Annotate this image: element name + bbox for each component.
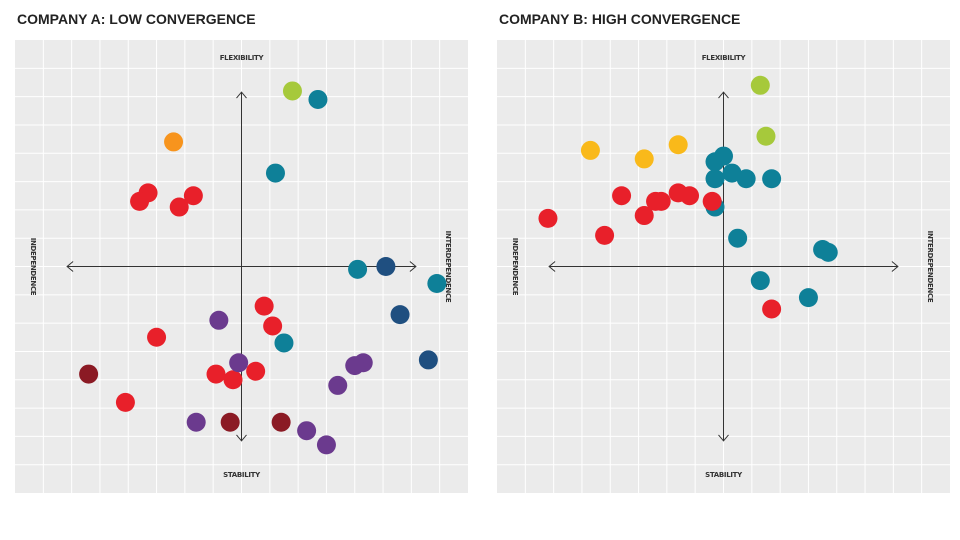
point [223,370,243,390]
point [418,350,438,370]
axis-label: STABILITY [223,471,261,479]
point [220,412,240,432]
point [115,392,135,412]
axis-arrow [718,91,729,99]
axis-label: FLEXIBILITY [702,54,747,62]
axis-arrow [409,261,417,272]
point [348,259,368,279]
point [651,191,671,211]
point [297,421,317,441]
axis-arrow [236,91,247,99]
point [580,140,600,160]
point [79,364,99,384]
axis-arrow [66,261,74,272]
point [680,186,700,206]
axis-label: INTERDEPENDENCE [444,231,452,303]
point [595,225,615,245]
point [263,316,283,336]
point [282,81,302,101]
point [130,191,150,211]
point [271,412,291,432]
point [762,169,782,189]
point [308,89,328,109]
point [345,356,365,376]
axis-arrow [891,261,899,272]
point [265,163,285,183]
point [246,361,266,381]
axis-label: INDEPENDENCE [511,238,519,296]
axis-arrow [236,434,247,442]
point [147,327,167,347]
point [736,169,756,189]
point [714,146,733,166]
axis-arrow [718,434,729,442]
chart-title: COMPANY A: LOW CONVERGENCE [17,11,256,27]
point [169,197,189,217]
point [634,206,654,226]
point [750,75,770,95]
point [612,186,632,206]
point [702,191,722,211]
point [427,273,447,293]
axis-label: STABILITY [705,471,743,479]
point [705,169,725,189]
point [274,333,294,353]
point [634,149,654,169]
point [390,305,410,325]
axis-label: INDEPENDENCE [29,238,37,296]
point [328,375,348,395]
axis-label: INTERDEPENDENCE [926,231,934,303]
point [229,353,249,373]
chart-title: COMPANY B: HIGH CONVERGENCE [499,11,740,27]
point [728,228,748,248]
point [762,299,782,319]
point [183,186,203,206]
point [186,412,206,432]
point [538,208,558,228]
point [756,126,776,146]
point [750,271,770,291]
point [164,132,184,152]
point [818,242,838,262]
axis-arrow [548,261,556,272]
point [798,288,818,308]
point [376,257,396,276]
point [206,364,226,384]
point [668,135,688,155]
axis-label: FLEXIBILITY [220,54,265,62]
point [316,435,336,455]
point [254,296,274,316]
point [209,310,229,330]
